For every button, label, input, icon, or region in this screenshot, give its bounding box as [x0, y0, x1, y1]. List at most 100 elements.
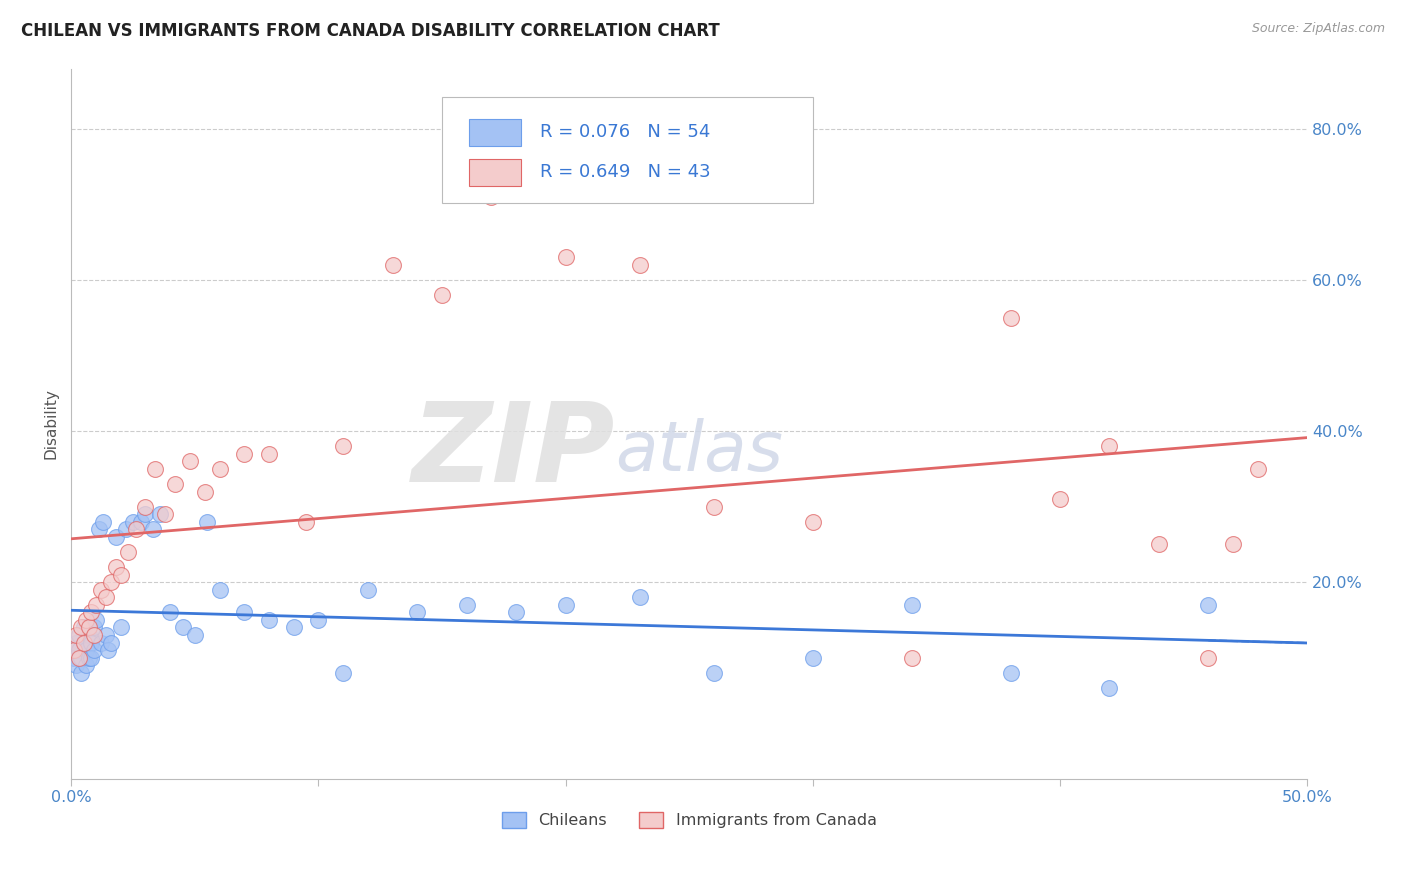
Point	[94, 628, 117, 642]
Point	[406, 606, 429, 620]
Point	[100, 635, 122, 649]
Point	[93, 515, 115, 529]
Point	[65, 658, 87, 673]
Point	[129, 515, 152, 529]
Point	[80, 650, 103, 665]
Point	[184, 628, 207, 642]
Point	[208, 582, 231, 597]
Point	[94, 591, 117, 605]
Point	[172, 620, 194, 634]
Point	[87, 522, 110, 536]
Point	[155, 507, 177, 521]
Point	[357, 582, 380, 597]
Point	[84, 613, 107, 627]
Point	[179, 454, 201, 468]
Point	[801, 650, 824, 665]
Point	[110, 620, 132, 634]
Point	[703, 665, 725, 680]
Point	[481, 190, 503, 204]
Point	[97, 643, 120, 657]
Point	[456, 598, 478, 612]
Point	[90, 582, 112, 597]
Point	[110, 567, 132, 582]
Point	[233, 447, 256, 461]
Legend: Chileans, Immigrants from Canada: Chileans, Immigrants from Canada	[495, 805, 883, 835]
Point	[75, 643, 97, 657]
Point	[84, 598, 107, 612]
Point	[77, 628, 100, 642]
Point	[1049, 492, 1071, 507]
Point	[80, 606, 103, 620]
Point	[83, 628, 105, 642]
Point	[195, 515, 218, 529]
Point	[124, 522, 146, 536]
Point	[80, 635, 103, 649]
Point	[283, 620, 305, 634]
Point	[159, 606, 181, 620]
Text: R = 0.649   N = 43: R = 0.649 N = 43	[540, 163, 710, 181]
Point	[165, 477, 187, 491]
Point	[381, 258, 404, 272]
Point	[104, 560, 127, 574]
Y-axis label: Disability: Disability	[44, 388, 58, 459]
Point	[83, 643, 105, 657]
Point	[134, 507, 156, 521]
Point	[208, 462, 231, 476]
Point	[67, 650, 90, 665]
Point	[67, 628, 90, 642]
Point	[117, 545, 139, 559]
Point	[257, 447, 280, 461]
FancyBboxPatch shape	[441, 97, 813, 203]
Point	[149, 507, 172, 521]
Point	[134, 500, 156, 514]
Text: CHILEAN VS IMMIGRANTS FROM CANADA DISABILITY CORRELATION CHART: CHILEAN VS IMMIGRANTS FROM CANADA DISABI…	[21, 22, 720, 40]
Point	[70, 650, 93, 665]
Point	[295, 515, 318, 529]
Point	[703, 500, 725, 514]
Text: ZIP: ZIP	[412, 399, 614, 506]
Point	[1098, 681, 1121, 695]
Point	[70, 620, 93, 634]
Point	[257, 613, 280, 627]
Point	[73, 620, 96, 634]
Point	[1000, 665, 1022, 680]
Point	[554, 598, 576, 612]
Point	[332, 665, 354, 680]
Point	[430, 288, 453, 302]
FancyBboxPatch shape	[470, 159, 522, 186]
Point	[554, 251, 576, 265]
Point	[75, 613, 97, 627]
Point	[67, 643, 90, 657]
Point	[114, 522, 136, 536]
Point	[801, 515, 824, 529]
Point	[75, 658, 97, 673]
Point	[628, 258, 651, 272]
Text: Source: ZipAtlas.com: Source: ZipAtlas.com	[1251, 22, 1385, 36]
FancyBboxPatch shape	[470, 119, 522, 145]
Point	[73, 635, 96, 649]
Point	[233, 606, 256, 620]
Point	[73, 635, 96, 649]
Point	[77, 620, 100, 634]
Point	[900, 598, 922, 612]
Point	[143, 462, 166, 476]
Point	[1000, 310, 1022, 325]
Point	[70, 665, 93, 680]
Point	[1197, 598, 1219, 612]
Text: atlas: atlas	[614, 418, 783, 485]
Text: R = 0.076   N = 54: R = 0.076 N = 54	[540, 123, 710, 141]
Point	[1098, 439, 1121, 453]
Point	[77, 650, 100, 665]
Point	[65, 628, 87, 642]
Point	[62, 643, 84, 657]
Point	[1147, 537, 1170, 551]
Point	[65, 635, 87, 649]
Point	[90, 635, 112, 649]
Point	[1222, 537, 1244, 551]
Point	[122, 515, 145, 529]
Point	[1247, 462, 1270, 476]
Point	[142, 522, 165, 536]
Point	[1197, 650, 1219, 665]
Point	[104, 530, 127, 544]
Point	[628, 591, 651, 605]
